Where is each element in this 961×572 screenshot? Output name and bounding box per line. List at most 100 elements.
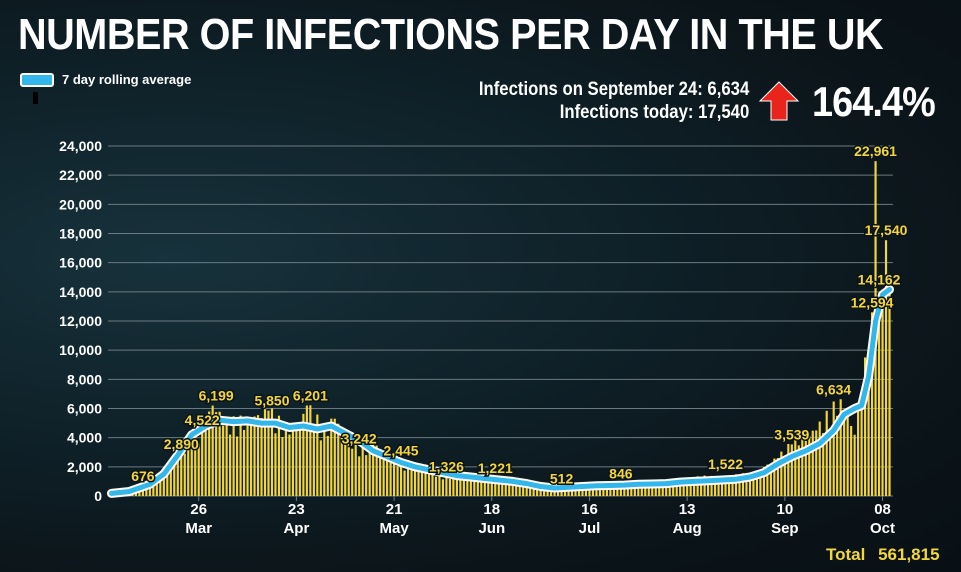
daily-bar <box>403 470 406 496</box>
daily-bar <box>249 422 253 496</box>
daily-bar <box>522 483 525 496</box>
daily-bar <box>473 479 476 496</box>
daily-bar <box>693 480 696 496</box>
daily-bar <box>145 486 148 496</box>
daily-bar <box>365 455 368 496</box>
daily-bar <box>651 483 654 496</box>
daily-bar <box>710 475 713 496</box>
daily-bar <box>183 453 186 496</box>
daily-bar <box>633 484 636 496</box>
daily-bar <box>337 423 340 496</box>
daily-bar <box>239 415 242 496</box>
daily-bar <box>797 445 800 496</box>
y-tick-label: 18,000 <box>59 226 102 242</box>
x-tick-month: Jun <box>478 520 505 537</box>
daily-bar <box>159 478 162 496</box>
daily-bar <box>686 480 689 496</box>
daily-bar <box>829 429 832 496</box>
daily-bar <box>731 477 734 496</box>
gridlines <box>108 145 893 497</box>
daily-bar <box>242 429 246 496</box>
legend: 7 day rolling average <box>20 72 191 87</box>
daily-bar <box>368 442 371 496</box>
daily-bar <box>804 437 807 496</box>
daily-bar <box>253 416 256 496</box>
daily-bar <box>696 476 699 496</box>
daily-bar <box>372 444 375 496</box>
daily-bar <box>448 478 451 496</box>
daily-bar <box>713 478 717 496</box>
daily-bar <box>616 486 619 496</box>
daily-bar <box>783 460 786 496</box>
y-tick-label: 12,000 <box>59 313 102 329</box>
total-label: Total <box>826 545 866 564</box>
daily-bar <box>379 451 382 496</box>
daily-bar <box>546 487 549 496</box>
daily-bar <box>609 485 612 496</box>
data-label: 17,540 <box>865 222 908 238</box>
daily-bar <box>483 477 486 496</box>
x-tick-day: 18 <box>483 501 500 518</box>
y-tick-label: 24,000 <box>59 138 102 154</box>
data-label: 3,539 <box>774 426 809 442</box>
x-tick-day: 10 <box>777 501 794 518</box>
data-label: 1,522 <box>708 456 743 472</box>
daily-bar <box>246 420 249 496</box>
infections-sep24-text: Infections on September 24: 6,634 <box>478 79 749 100</box>
daily-bar <box>162 474 165 496</box>
daily-bar <box>801 436 804 496</box>
daily-bar <box>263 408 267 496</box>
daily-bar <box>738 478 741 496</box>
daily-bar <box>420 469 424 496</box>
daily-bars <box>110 161 891 496</box>
daily-bar <box>351 448 354 496</box>
x-tick-day: 16 <box>581 501 598 518</box>
y-tick-label: 22,000 <box>59 167 102 183</box>
daily-bar <box>358 456 361 496</box>
daily-bar <box>808 435 811 496</box>
daily-bar <box>267 410 270 496</box>
data-label: 4,522 <box>185 412 220 428</box>
daily-bar <box>584 486 588 496</box>
daily-bar <box>166 470 169 496</box>
daily-bar <box>717 476 720 496</box>
daily-bar <box>187 439 190 496</box>
daily-bar <box>434 476 438 496</box>
daily-bar <box>410 470 413 496</box>
daily-bar <box>815 430 818 496</box>
daily-bar <box>508 482 511 496</box>
daily-bar <box>494 481 497 496</box>
daily-bar <box>574 487 577 496</box>
daily-bar <box>877 299 881 496</box>
daily-bar <box>602 484 605 496</box>
x-tick-month: Apr <box>283 520 309 537</box>
x-tick-day: 26 <box>190 501 207 518</box>
daily-bar <box>406 462 410 496</box>
daily-bar <box>839 399 842 496</box>
y-tick-label: 6,000 <box>67 401 102 417</box>
daily-bar <box>752 473 755 496</box>
daily-bar <box>630 485 633 496</box>
daily-bar <box>857 410 860 496</box>
daily-bar <box>748 472 752 496</box>
daily-bar <box>640 485 643 496</box>
daily-bar <box>881 289 884 496</box>
daily-bar <box>818 421 821 496</box>
daily-bar <box>386 454 389 496</box>
x-tick-month: Jul <box>579 520 601 537</box>
daily-bar <box>201 430 204 496</box>
daily-bar <box>762 466 765 496</box>
daily-bar <box>466 477 469 496</box>
daily-bar <box>741 473 745 496</box>
daily-bar <box>211 405 214 496</box>
daily-bar <box>577 488 581 496</box>
daily-bar <box>853 434 856 496</box>
daily-bar <box>190 440 193 496</box>
daily-bar <box>591 485 595 496</box>
daily-bar <box>766 464 769 496</box>
x-tick-month: Oct <box>870 520 895 537</box>
legend-swatch <box>20 72 54 87</box>
daily-bar <box>438 474 441 496</box>
data-label: 12,594 <box>851 294 894 310</box>
